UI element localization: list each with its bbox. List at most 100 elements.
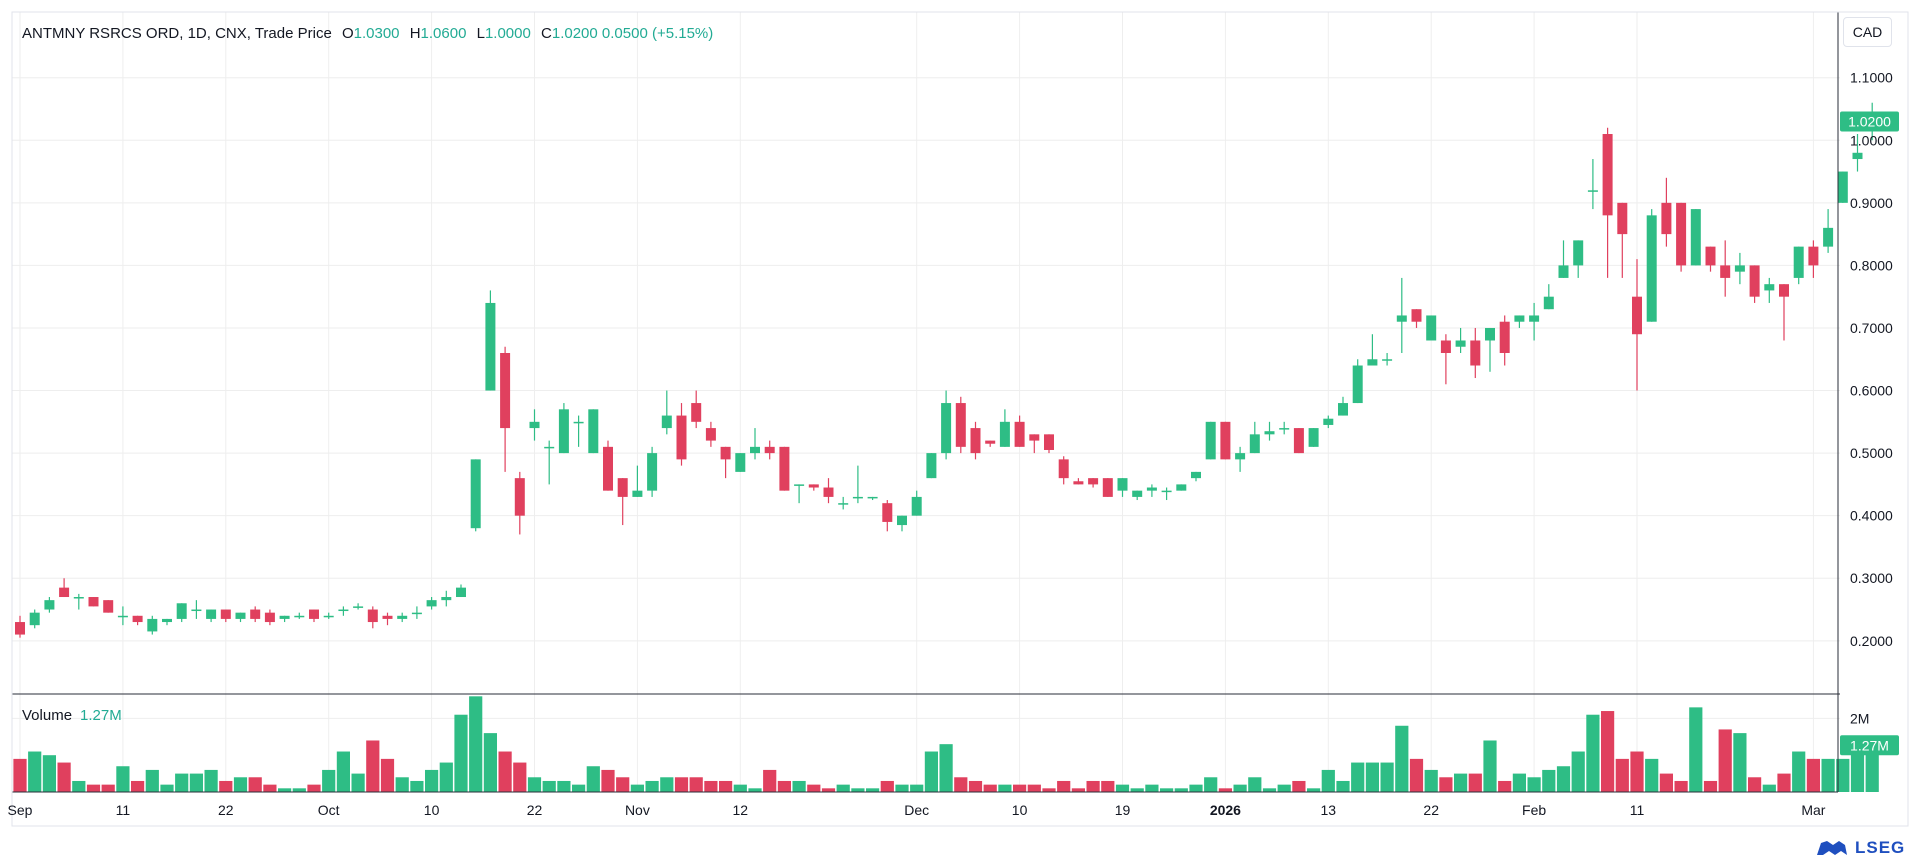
- candle-body: [1646, 215, 1657, 322]
- candle-body: [1455, 340, 1466, 347]
- time-tick-label: 11: [116, 802, 131, 818]
- low-label: L: [476, 25, 485, 42]
- volume-bar: [1336, 780, 1350, 792]
- candle-body: [661, 415, 672, 429]
- volume-bar: [983, 784, 997, 792]
- candle-body: [1734, 265, 1745, 272]
- candle-body: [1661, 202, 1672, 235]
- volume-bar: [454, 714, 468, 792]
- volume-bar: [278, 788, 292, 792]
- grid-lines: [12, 12, 1840, 792]
- time-tick-label: 10: [1012, 802, 1028, 818]
- candle-body: [676, 415, 687, 460]
- time-tick-label: 13: [1321, 802, 1337, 818]
- candle-body: [1823, 227, 1834, 247]
- last-volume-badge: [1840, 735, 1899, 756]
- last-price-label: 1.0200: [1848, 113, 1891, 129]
- price-labels: 1.0200 1.27M: [1840, 111, 1899, 756]
- candle-body: [250, 609, 261, 619]
- volume-bar: [527, 777, 542, 792]
- candle-body: [897, 515, 907, 526]
- candle-body: [867, 496, 878, 499]
- candle-body: [1058, 459, 1069, 479]
- candle-body: [558, 409, 569, 454]
- candle-body: [1382, 359, 1393, 361]
- open-label: O: [341, 25, 354, 42]
- volume-bar: [1174, 788, 1188, 792]
- time-tick-label: 2026: [1210, 802, 1241, 818]
- volume-bar: [763, 769, 777, 792]
- volume-bar: [968, 780, 983, 792]
- volume-bar: [380, 758, 395, 792]
- volume-bar: [336, 751, 350, 792]
- candle-body: [500, 353, 511, 429]
- volume-bar: [1013, 784, 1027, 792]
- candle-body: [220, 609, 231, 619]
- volume-bar: [351, 773, 365, 792]
- candle-body: [456, 587, 466, 598]
- open-value: 1.0300: [353, 25, 400, 42]
- candle-body: [367, 609, 378, 623]
- volume-bar: [469, 696, 483, 792]
- candle-body: [1617, 202, 1628, 235]
- volume-bar: [1218, 788, 1232, 792]
- price-tick-label: 1.0000: [1850, 132, 1893, 148]
- candle-body: [426, 600, 437, 607]
- candle-body: [73, 597, 84, 599]
- volume-bar: [1674, 780, 1688, 792]
- candle-body: [1235, 453, 1246, 460]
- symbol-title: ANTMNY RSRCS ORD, 1D, CNX, Trade Price: [22, 25, 332, 42]
- candle-body: [926, 453, 937, 479]
- candle-body: [1176, 484, 1187, 491]
- volume-bar: [1454, 773, 1468, 792]
- time-tick-label: 11: [1630, 802, 1645, 818]
- price-tick-label: 0.3000: [1850, 570, 1893, 586]
- volume-bar: [1233, 784, 1247, 792]
- candle-body: [1837, 171, 1848, 203]
- candle-body: [1852, 152, 1863, 160]
- volume-bar: [1086, 780, 1100, 792]
- volume-bar: [1262, 788, 1277, 792]
- volume-bar: [1556, 766, 1571, 792]
- volume-bar: [1307, 788, 1321, 792]
- volume-bar: [1468, 773, 1482, 792]
- volume-bar: [1395, 725, 1409, 792]
- lseg-logo-text: LSEG: [1855, 838, 1906, 857]
- volume-bar: [292, 788, 306, 792]
- last-price-badge: [1840, 111, 1899, 132]
- lseg-logo: LSEG: [1815, 837, 1905, 859]
- candle-body: [88, 597, 99, 607]
- last-volume-label: 1.27M: [1850, 737, 1889, 753]
- currency-button[interactable]: CAD: [1843, 17, 1892, 47]
- candle-body: [1587, 190, 1598, 192]
- volume-bar: [145, 769, 159, 792]
- volume-bars: [13, 696, 1879, 792]
- candle-body: [852, 496, 863, 499]
- candle-body: [1279, 428, 1290, 430]
- candle-body: [794, 484, 805, 486]
- volume-bar: [1189, 784, 1203, 792]
- candle-body: [206, 609, 217, 619]
- volume-bar: [880, 780, 894, 792]
- candle-body: [1470, 340, 1481, 366]
- volume-bar: [1748, 777, 1762, 792]
- price-tick-label: 0.7000: [1850, 320, 1893, 336]
- volume-bar: [674, 777, 689, 792]
- candle-body: [264, 612, 275, 623]
- candle-body: [1514, 315, 1525, 322]
- candle-body: [1396, 315, 1407, 322]
- candle-body: [647, 453, 658, 491]
- candle-body: [147, 618, 158, 632]
- candle-body: [294, 615, 305, 618]
- volume-bar: [1703, 780, 1718, 792]
- candle-body: [838, 503, 849, 505]
- volume-bar: [1821, 758, 1835, 792]
- volume-bar: [1351, 762, 1365, 792]
- symbol-legend: ANTMNY RSRCS ORD, 1D, CNX, Trade Price O…: [22, 25, 713, 42]
- volume-bar: [866, 788, 880, 792]
- volume-bar: [1645, 758, 1659, 792]
- candle-body: [1793, 246, 1804, 278]
- high-value: 1.0600: [420, 25, 467, 42]
- volume-bar: [704, 780, 718, 792]
